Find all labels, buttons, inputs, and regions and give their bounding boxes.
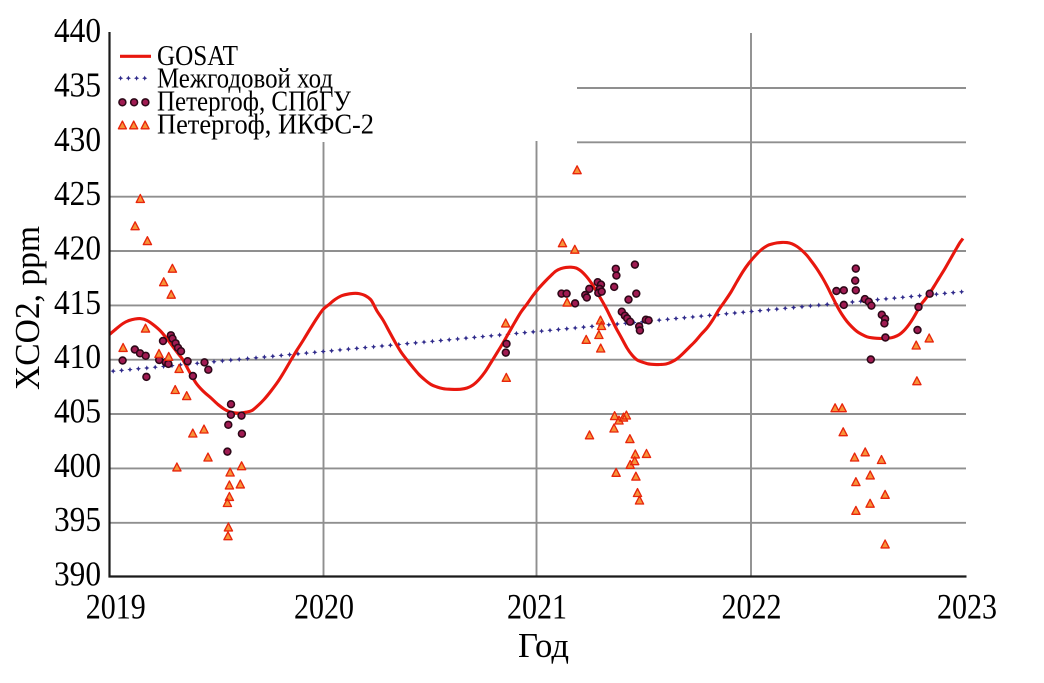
svg-text:390: 390: [54, 555, 101, 594]
svg-text:410: 410: [54, 337, 101, 376]
svg-text:440: 440: [54, 11, 101, 50]
svg-text:Межгодовой ход: Межгодовой ход: [157, 62, 333, 94]
svg-text:415: 415: [54, 283, 101, 322]
svg-text:2022: 2022: [722, 586, 782, 626]
svg-text:Петергоф, ИКФС-2: Петергоф, ИКФС-2: [157, 109, 374, 141]
svg-text:395: 395: [54, 500, 101, 539]
svg-text:400: 400: [54, 446, 101, 485]
svg-text:430: 430: [54, 120, 101, 159]
svg-text:Петергоф, СПбГУ: Петергоф, СПбГУ: [157, 86, 351, 118]
svg-text:2019: 2019: [86, 586, 146, 626]
svg-text:XCO2, ppm: XCO2, ppm: [8, 226, 47, 390]
svg-text:2023: 2023: [937, 586, 997, 626]
svg-text:425: 425: [54, 174, 101, 213]
svg-text:420: 420: [54, 229, 101, 268]
svg-text:435: 435: [54, 66, 101, 105]
svg-text:2020: 2020: [294, 586, 354, 626]
svg-text:Год: Год: [518, 626, 569, 665]
svg-text:405: 405: [54, 392, 101, 431]
svg-text:2021: 2021: [507, 586, 567, 626]
svg-text:GOSAT: GOSAT: [157, 40, 238, 72]
